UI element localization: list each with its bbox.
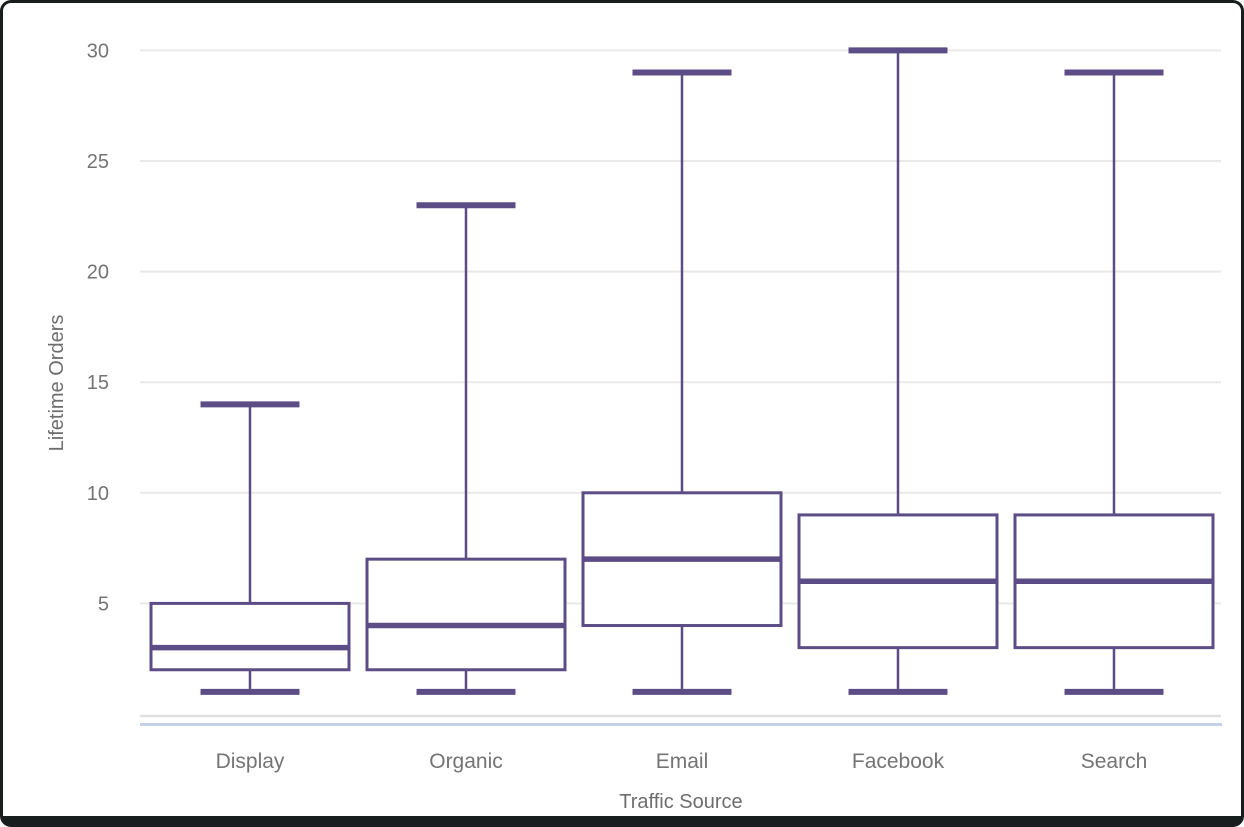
- label-layer: 5 10 15 20 25 30 Display Organic Email Facebook Se…: [87, 40, 1148, 773]
- y-tick-label-20: 20: [87, 262, 109, 284]
- x-axis-title: Traffic Source: [619, 791, 742, 813]
- boxplot-facebook[interactable]: [797, 47, 999, 695]
- boxplot-display[interactable]: [149, 401, 351, 695]
- x-category-label-organic: Organic: [429, 750, 503, 773]
- x-category-label-search: Search: [1081, 750, 1148, 773]
- grid-layer: [140, 49, 1222, 726]
- x-category-label-email: Email: [656, 750, 709, 773]
- y-tick-label-15: 15: [87, 372, 109, 394]
- y-tick-label-30: 30: [87, 40, 109, 62]
- iqr-box: [149, 601, 351, 672]
- boxplot-email[interactable]: [581, 69, 783, 695]
- iqr-box: [365, 557, 567, 672]
- boxplot-organic[interactable]: [365, 202, 567, 695]
- y-axis-title: Lifetime Orders: [46, 315, 68, 452]
- y-tick-label-10: 10: [87, 483, 109, 505]
- boxplot-search[interactable]: [1013, 69, 1215, 695]
- box-layer: [149, 47, 1215, 695]
- boxplot-chart: 5 10 15 20 25 30 Display Organic Email Facebook Se…: [46, 40, 1222, 813]
- x-category-label-facebook: Facebook: [852, 750, 945, 773]
- x-category-label-display: Display: [216, 750, 285, 773]
- y-tick-label-25: 25: [87, 151, 109, 173]
- y-tick-label-5: 5: [98, 593, 109, 615]
